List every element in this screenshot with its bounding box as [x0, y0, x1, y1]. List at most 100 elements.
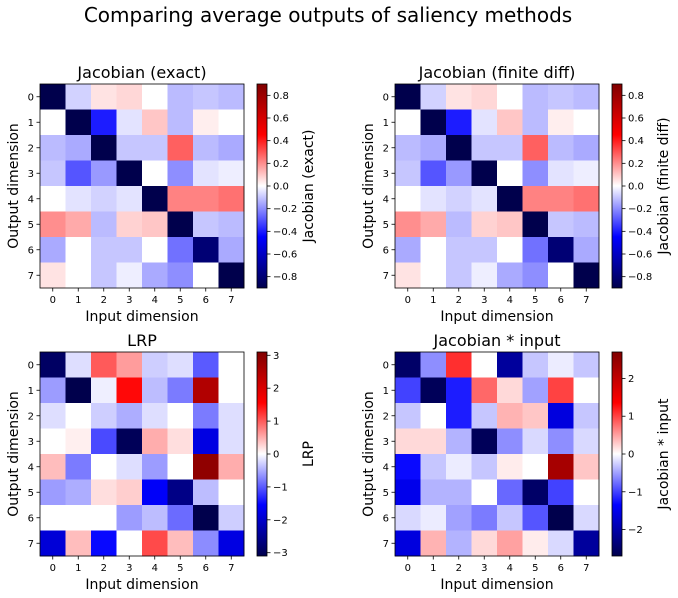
colorbar-tick-label: 0.2 — [628, 159, 644, 170]
y-tick-label: 1 — [28, 118, 34, 129]
colorbar-tick-label: −1 — [628, 487, 643, 498]
colorbar-tick-label: −2 — [628, 525, 643, 536]
heatmap-cell — [548, 109, 574, 136]
y-tick-label: 0 — [383, 92, 389, 103]
heatmap-cell — [471, 135, 498, 161]
heatmap-cell — [446, 479, 472, 506]
heatmap-cell — [142, 454, 168, 480]
heatmap-cell — [65, 530, 92, 557]
colorbar-tick-label: 0.0 — [628, 182, 644, 193]
x-tick-label: 6 — [203, 563, 209, 574]
heatmap-cell — [193, 428, 219, 455]
x-tick-label: 2 — [456, 295, 462, 306]
heatmap-cell — [65, 109, 92, 136]
colorbar-tick-label: −1 — [273, 482, 288, 493]
colorbar-tick-label: 0.6 — [273, 114, 289, 125]
colorbar-label: Jacobian (finite diff) — [656, 117, 672, 255]
heatmap-cell — [573, 109, 600, 136]
heatmap-cell — [573, 377, 600, 404]
heatmap-cell — [471, 186, 498, 212]
heatmap-cell — [116, 454, 143, 480]
heatmap-cell — [420, 403, 447, 429]
x-tick-label: 5 — [177, 563, 183, 574]
colorbar-tick-label: −0.2 — [628, 204, 652, 215]
heatmap-panel-2: 0 1 2 3 4 5 6 7 0 1 2 3 4 5 6 7 LRP Input dimension Output… — [6, 331, 317, 593]
heatmap-cell — [167, 479, 194, 506]
heatmap-cell — [548, 160, 574, 187]
x-tick-label: 7 — [583, 563, 589, 574]
heatmap-cell — [218, 377, 245, 404]
heatmap-cell — [420, 377, 447, 404]
colorbar-tick-label: 0.4 — [628, 136, 644, 147]
x-axis-label: Input dimension — [85, 309, 198, 325]
heatmap-cell — [116, 505, 143, 531]
heatmap-cell — [471, 428, 498, 455]
heatmap-cell — [497, 109, 523, 136]
heatmap-cell — [420, 505, 447, 531]
heatmap-cell — [167, 84, 194, 110]
heatmap-cell — [91, 454, 117, 480]
x-tick-label: 6 — [558, 295, 564, 306]
heatmap-cell — [193, 84, 219, 110]
heatmap-cell — [193, 530, 219, 557]
colorbar-tick-label: −2 — [273, 515, 288, 526]
x-tick-label: 3 — [126, 563, 132, 574]
heatmap-cell — [573, 454, 600, 480]
y-tick-label: 7 — [28, 539, 34, 550]
heatmap-cell — [91, 237, 117, 263]
heatmap-cell — [420, 160, 447, 187]
x-tick-label: 1 — [75, 563, 81, 574]
x-tick-label: 1 — [75, 295, 81, 306]
y-axis-label: Output dimension — [361, 391, 377, 517]
heatmap-cell — [91, 135, 117, 161]
heatmap-cell — [471, 160, 498, 187]
x-tick-label: 7 — [583, 295, 589, 306]
colorbar-tick-label: 0 — [628, 450, 634, 461]
y-tick-label: 7 — [28, 271, 34, 282]
heatmap-cell — [548, 211, 574, 238]
heatmap-cell — [193, 109, 219, 136]
heatmap-cell — [193, 505, 219, 531]
heatmap-cell — [91, 109, 117, 136]
colorbar-tick-label: 0.8 — [273, 91, 289, 102]
heatmap-cell — [395, 428, 421, 455]
heatmap-cell — [193, 135, 219, 161]
heatmap-cell — [218, 428, 245, 455]
heatmap-cell — [522, 211, 549, 238]
heatmap-cell — [395, 135, 421, 161]
heatmap-cell — [548, 84, 574, 110]
colorbar-tick-label: 3 — [273, 351, 279, 362]
heatmap-cell — [142, 479, 168, 506]
heatmap-cell — [446, 377, 472, 404]
heatmap-cell — [395, 530, 421, 557]
panel-title: LRP — [127, 331, 157, 350]
colorbar — [256, 83, 268, 289]
x-axis-label: Input dimension — [85, 577, 198, 593]
heatmap-cell — [420, 135, 447, 161]
heatmap-cell — [395, 237, 421, 263]
heatmap-cell — [193, 237, 219, 263]
colorbar — [611, 351, 623, 557]
heatmap-cell — [395, 377, 421, 404]
colorbar-tick-label: 0.0 — [273, 182, 289, 193]
heatmap-cell — [142, 160, 168, 187]
heatmap-cell — [65, 479, 92, 506]
heatmap-cell — [395, 403, 421, 429]
heatmap-cell — [91, 211, 117, 238]
heatmap-cell — [142, 84, 168, 110]
heatmap-cell — [193, 479, 219, 506]
y-axis-label: Output dimension — [361, 123, 377, 249]
heatmap-cell — [116, 530, 143, 557]
heatmap-cell — [420, 237, 447, 263]
heatmap-cell — [65, 377, 92, 404]
heatmap-cell — [40, 530, 66, 557]
heatmap-cell — [522, 160, 549, 187]
heatmap-cell — [497, 352, 523, 378]
y-tick-label: 1 — [383, 118, 389, 129]
heatmap-cell — [573, 135, 600, 161]
heatmap-cell — [218, 109, 245, 136]
colorbar-tick-label: 0 — [273, 450, 279, 461]
heatmap-cell — [91, 505, 117, 531]
heatmap-cell — [497, 505, 523, 531]
heatmap-cell — [573, 84, 600, 110]
